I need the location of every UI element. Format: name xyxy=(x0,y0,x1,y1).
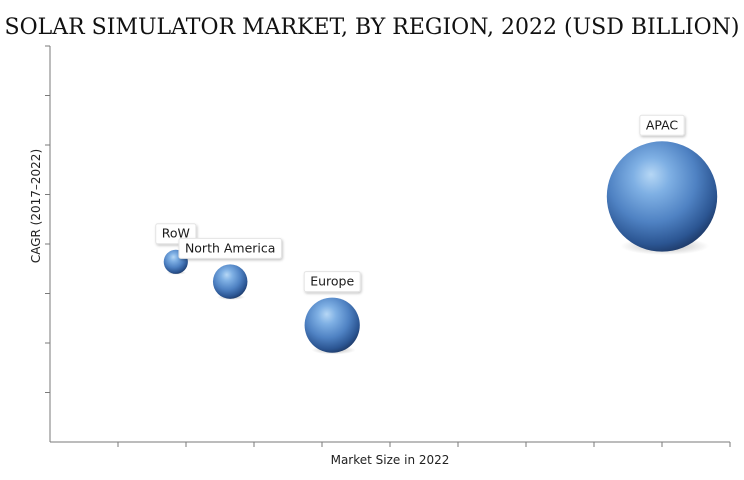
bubble-label-north-america: North America xyxy=(178,237,282,259)
bubble-label-europe: Europe xyxy=(303,271,361,293)
chart-title: SOLAR SIMULATOR MARKET, BY REGION, 2022 … xyxy=(5,15,740,40)
bubble-layer xyxy=(163,141,718,355)
y-axis-ticks xyxy=(45,45,50,393)
bubble-apac xyxy=(606,141,718,252)
bubble-label-apac: APAC xyxy=(639,114,685,136)
bubble-label-text-north-america: North America xyxy=(185,240,276,255)
bubble-north-america xyxy=(212,264,248,299)
bubble-label-box-north-america xyxy=(178,237,282,259)
bubble-label-box-apac xyxy=(639,114,685,136)
bubble-label-box-europe xyxy=(303,271,361,293)
bubble-label-text-apac: APAC xyxy=(646,117,679,132)
y-axis-label: CAGR (2017–2022) xyxy=(29,149,43,263)
bubble-label-text-europe: Europe xyxy=(310,274,354,289)
x-axis-ticks xyxy=(117,442,731,447)
x-axis-label: Market Size in 2022 xyxy=(331,453,450,467)
bubble-label-text-row: RoW xyxy=(162,226,190,241)
bubble-europe xyxy=(304,297,360,353)
